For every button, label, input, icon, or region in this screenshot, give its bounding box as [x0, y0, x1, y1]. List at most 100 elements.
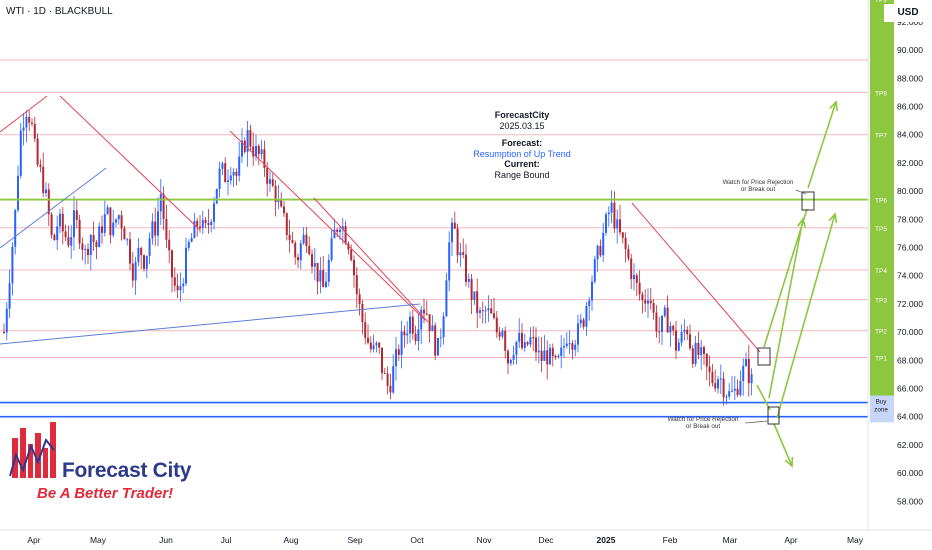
- candle-body: [87, 248, 89, 255]
- candle-body: [518, 332, 521, 342]
- candle-body: [705, 353, 708, 367]
- candle-body: [554, 355, 557, 357]
- candle-body: [294, 242, 297, 258]
- candle-body: [3, 332, 5, 334]
- candle: [635, 273, 638, 297]
- candle: [70, 225, 73, 259]
- candle: [728, 383, 731, 400]
- candle-body: [719, 378, 722, 380]
- callout-line: [795, 189, 807, 195]
- tp-label-tp7: TP7: [875, 133, 887, 140]
- candle: [84, 244, 87, 265]
- candle: [162, 186, 165, 230]
- candle-body: [8, 283, 11, 309]
- target-box-3: [767, 406, 780, 425]
- candle: [588, 297, 591, 321]
- candle-body: [297, 257, 299, 261]
- candle-body: [666, 307, 669, 333]
- candle: [56, 215, 59, 251]
- candle: [201, 210, 204, 234]
- candle: [98, 222, 101, 248]
- candle: [638, 270, 641, 301]
- tp-label-tp3: TP3: [875, 298, 887, 305]
- trend-line-red: [229, 130, 426, 321]
- candle-body: [369, 342, 372, 350]
- candle: [215, 188, 218, 205]
- candle-body: [246, 130, 249, 152]
- candle-body: [733, 388, 736, 391]
- candle-body: [238, 156, 241, 176]
- candle: [151, 213, 154, 245]
- candle-body: [187, 241, 190, 248]
- candle: [747, 344, 750, 397]
- candle: [143, 254, 145, 272]
- candle-body: [5, 308, 8, 333]
- candle: [549, 343, 551, 366]
- candle-body: [691, 348, 694, 364]
- candle-body: [313, 262, 316, 267]
- candle: [456, 223, 459, 264]
- price-tick: 66.000: [897, 384, 923, 394]
- candle: [493, 297, 495, 320]
- candle: [582, 317, 585, 330]
- candle: [574, 339, 577, 357]
- candle-body: [227, 180, 229, 183]
- candle: [308, 236, 311, 256]
- candle-body: [431, 325, 434, 332]
- candle: [22, 112, 25, 146]
- candle-body: [490, 308, 493, 314]
- price-tick: 68.000: [897, 355, 923, 365]
- candle-body: [39, 164, 42, 167]
- price-tick: 90.000: [897, 45, 923, 55]
- candle-body: [378, 342, 381, 348]
- candle-body: [400, 331, 403, 355]
- candle: [140, 246, 143, 269]
- candle-body: [11, 246, 14, 284]
- candle: [241, 128, 243, 163]
- candle: [302, 227, 305, 245]
- candle-body: [652, 303, 655, 313]
- candle-body: [613, 202, 616, 229]
- time-tick: May: [847, 535, 864, 545]
- candle: [465, 244, 467, 287]
- candle-body: [605, 214, 607, 233]
- candle-body: [607, 212, 610, 215]
- candle: [518, 318, 521, 349]
- candle: [498, 326, 501, 341]
- candle-body: [47, 189, 50, 215]
- candle-body: [428, 314, 431, 332]
- candle: [532, 326, 535, 351]
- candle: [481, 301, 484, 324]
- candle-body: [341, 226, 344, 230]
- candle: [613, 191, 616, 233]
- candle: [263, 140, 266, 177]
- candle: [689, 324, 691, 351]
- candle-body: [577, 323, 579, 345]
- candle-body: [409, 316, 411, 334]
- candle-body: [364, 322, 367, 338]
- candle-body: [557, 355, 560, 357]
- candle: [190, 233, 193, 243]
- candle: [546, 340, 549, 380]
- candle-body: [288, 234, 291, 240]
- projection-arrow-right: [776, 213, 836, 419]
- candle-body: [78, 219, 81, 244]
- candle: [134, 256, 137, 295]
- candle: [739, 370, 742, 397]
- candle: [409, 311, 411, 344]
- candle: [647, 288, 649, 318]
- price-tick: 72.000: [897, 299, 923, 309]
- candle-body: [89, 235, 92, 255]
- candle-body: [537, 350, 540, 353]
- candle-body: [703, 347, 705, 354]
- candle: [28, 110, 31, 132]
- candle-body: [70, 237, 73, 246]
- candle-body: [145, 255, 148, 269]
- candle-body: [649, 300, 652, 304]
- candle-body: [280, 199, 283, 207]
- candles: [3, 110, 753, 406]
- time-tick: May: [90, 535, 107, 545]
- candle-body: [445, 280, 448, 317]
- candle: [708, 355, 711, 387]
- candle-body: [229, 175, 232, 181]
